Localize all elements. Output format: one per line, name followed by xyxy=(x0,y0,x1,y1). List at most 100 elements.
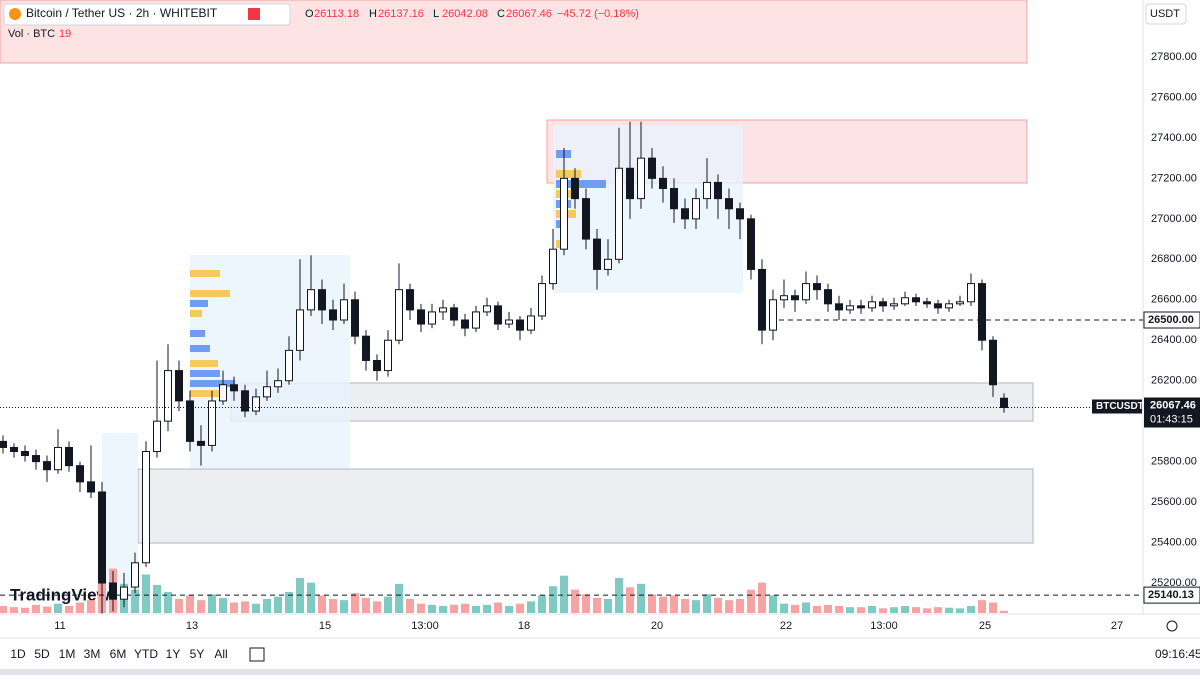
candle-body xyxy=(593,238,601,270)
candle-body xyxy=(230,384,238,392)
candle-body xyxy=(835,303,843,311)
last-price-tag xyxy=(1144,397,1200,428)
candle-body xyxy=(670,188,678,210)
volume-bar xyxy=(175,599,183,613)
range-button[interactable]: 1Y xyxy=(166,647,181,661)
volume-bar xyxy=(802,602,810,613)
volume-bar xyxy=(945,607,953,613)
candle-body xyxy=(197,440,205,446)
volume-bar xyxy=(274,596,282,613)
volume-bar xyxy=(1000,610,1008,613)
candle-body xyxy=(428,311,436,325)
candle-body xyxy=(164,370,172,422)
volume-bar xyxy=(285,592,293,613)
price-change: −45.72 (−0.18%) xyxy=(557,8,639,20)
range-button[interactable]: YTD xyxy=(134,647,158,661)
candle-body xyxy=(285,349,293,382)
range-button[interactable]: All xyxy=(214,647,227,661)
candle-body xyxy=(868,301,876,309)
volume-bar xyxy=(384,596,392,613)
volume-bar xyxy=(186,595,194,613)
volume-bar xyxy=(417,603,425,613)
candle-body xyxy=(791,295,799,301)
volume-bar xyxy=(164,592,172,613)
ohlc-key: H xyxy=(369,8,377,20)
volume-bar xyxy=(593,597,601,613)
ohlc-value: 26067.46 xyxy=(506,8,552,20)
symbol-box[interactable] xyxy=(3,3,291,26)
candle-body xyxy=(615,167,623,260)
candle-body xyxy=(582,198,590,240)
range-button[interactable]: 5D xyxy=(34,647,50,661)
profile-bar xyxy=(190,270,220,277)
candle-body xyxy=(527,315,535,331)
clock[interactable]: 09:16:45 (UTC+3) xyxy=(1155,647,1200,661)
date-range-icon[interactable] xyxy=(249,647,265,662)
volume-bar xyxy=(131,589,139,613)
profile-bar xyxy=(556,180,606,188)
volume-bar xyxy=(747,589,755,613)
volume-bar xyxy=(527,601,535,613)
volume-bar xyxy=(813,606,821,613)
range-button[interactable]: 3M xyxy=(84,647,101,661)
volume-bar xyxy=(142,574,150,613)
volume-bar xyxy=(252,603,260,613)
profile-bar xyxy=(190,380,235,387)
volume-bar xyxy=(219,597,227,613)
price-tick-label: 27800.00 xyxy=(1151,51,1197,63)
candle-body xyxy=(241,390,249,412)
volume-bar xyxy=(659,596,667,613)
volume-bar xyxy=(153,585,161,613)
volume-bar xyxy=(21,607,29,613)
candle-body xyxy=(989,339,997,386)
candle-body xyxy=(901,297,909,305)
ohlc-key: L xyxy=(433,8,439,20)
price-tick-label: 26200.00 xyxy=(1151,375,1197,387)
candle-body xyxy=(857,305,865,309)
candle-body xyxy=(186,400,194,442)
currency-button[interactable] xyxy=(1145,3,1187,25)
ohlc-legend: O 26113.18 H 26137.16 L 26042.08 C 26067.46 −45.… xyxy=(305,8,639,20)
volume-bar xyxy=(230,602,238,613)
candle-body xyxy=(813,283,821,291)
candle-body xyxy=(472,311,480,329)
candle-body xyxy=(516,319,524,331)
volume-bar xyxy=(241,601,249,613)
price-tick-label: 25200.00 xyxy=(1151,577,1197,589)
price-tick-label: 25400.00 xyxy=(1151,536,1197,548)
candle-body xyxy=(802,283,810,301)
candle-body xyxy=(747,218,755,270)
profile-bar xyxy=(190,360,218,367)
volume-bar xyxy=(703,594,711,613)
volume-bar xyxy=(637,583,645,613)
candle-body xyxy=(846,305,854,311)
candle-body xyxy=(76,465,84,483)
volume-bar xyxy=(923,608,931,613)
candle-body xyxy=(54,446,62,471)
candle-body xyxy=(131,562,139,588)
volume-bar xyxy=(626,587,634,613)
volume-bar xyxy=(560,575,568,613)
profile-bar xyxy=(190,310,202,317)
volume-label: Vol · BTC xyxy=(8,28,55,40)
candle-body xyxy=(703,181,711,200)
volume-bar xyxy=(604,599,612,613)
flag-icon[interactable] xyxy=(248,8,260,20)
candle-body xyxy=(65,446,73,467)
volume-bar xyxy=(890,607,898,613)
candle-body xyxy=(252,396,260,412)
settings-icon[interactable] xyxy=(1166,620,1178,632)
range-button[interactable]: 5Y xyxy=(190,647,205,661)
range-button[interactable]: 1D xyxy=(10,647,26,661)
volume-bar xyxy=(505,606,513,613)
price-line-label: 25140.13 xyxy=(1148,589,1194,601)
volume-bar xyxy=(10,607,18,613)
candle-body xyxy=(978,283,986,341)
watermark: TradingView xyxy=(10,585,111,604)
candle-body xyxy=(219,384,227,402)
candle-body xyxy=(1000,397,1008,409)
range-button[interactable]: 6M xyxy=(110,647,127,661)
range-button[interactable]: 1M xyxy=(59,647,76,661)
volume-bar xyxy=(615,578,623,613)
candle-body xyxy=(351,299,359,337)
